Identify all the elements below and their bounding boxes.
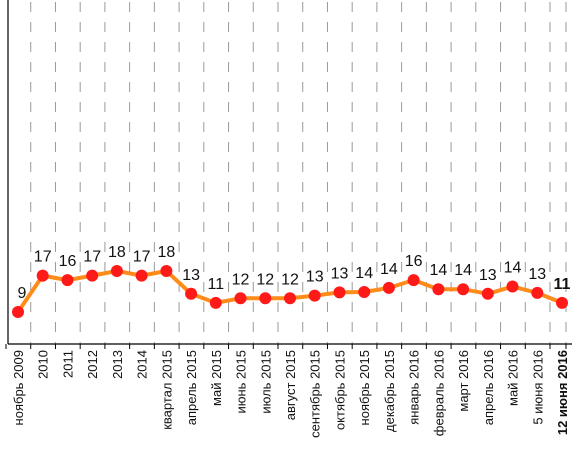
data-point-12: [308, 289, 321, 302]
data-label-2: 16: [59, 253, 77, 270]
grid-lines: [30, 2, 567, 344]
x-tick-label-5: 2014: [135, 350, 150, 379]
data-label-17: 14: [430, 262, 448, 279]
x-tick-label-15: декабрь 2015: [382, 350, 397, 432]
data-label-18: 14: [454, 262, 472, 279]
data-label-13: 13: [331, 265, 349, 282]
x-tick-label-11: август 2015: [283, 350, 298, 420]
data-labels: 9 17 16 17 18 17 18 13 11 12 12 12 13 13 14 14 16 14 14 13 1…: [18, 244, 571, 302]
data-point-11: [284, 292, 296, 305]
data-label-8: 11: [207, 276, 224, 293]
x-tick-label-10: июль 2015: [258, 350, 273, 414]
x-tick-label-20: май 2016: [506, 350, 521, 406]
data-point-19: [481, 287, 494, 300]
data-point-1: [36, 269, 49, 282]
data-point-9: [234, 292, 247, 305]
data-point-22: [556, 296, 568, 309]
data-point-7: [185, 287, 198, 300]
data-label-12: 13: [306, 269, 324, 286]
data-point-2: [61, 274, 74, 287]
x-tick-label-4: 2013: [110, 350, 125, 379]
x-tick-label-19: апрель 2016: [481, 350, 496, 425]
x-tick-label-22: 12 июня 2016: [555, 350, 570, 435]
x-tick-label-6: квартал 2015: [159, 350, 174, 430]
data-point-6: [160, 265, 173, 277]
data-label-9: 12: [232, 271, 250, 288]
data-label-16: 16: [405, 253, 423, 270]
data-label-21: 13: [528, 266, 546, 283]
data-point-5: [135, 269, 148, 282]
data-label-7: 13: [182, 267, 200, 284]
x-tick-label-1: 2010: [36, 350, 51, 379]
data-point-16: [407, 274, 420, 287]
x-axis-labels: ноябрь 2009 2010 2011 2012 2013 2014 квартал 2…: [11, 350, 570, 438]
data-label-5: 17: [133, 249, 151, 266]
x-tick-label-13: октябрь 2015: [332, 350, 347, 430]
data-label-11: 12: [281, 271, 299, 288]
data-label-1: 17: [34, 249, 52, 266]
data-point-18: [457, 283, 470, 296]
x-tick-label-9: июнь 2015: [234, 350, 249, 414]
x-tick-label-7: апрель 2015: [184, 350, 199, 425]
x-tick-label-18: март 2016: [456, 350, 471, 412]
x-tick-label-12: сентябрь 2015: [308, 350, 323, 438]
data-point-15: [382, 281, 395, 294]
data-label-4: 18: [108, 244, 126, 261]
data-point-3: [86, 269, 99, 282]
x-tick-label-17: февраль 2016: [431, 350, 446, 436]
x-tick-label-0: ноябрь 2009: [11, 350, 26, 425]
data-label-10: 12: [256, 271, 274, 288]
x-tick-label-2: 2011: [60, 350, 75, 378]
data-point-4: [110, 265, 123, 277]
x-tick-label-14: ноябрь 2015: [357, 350, 372, 425]
data-label-6: 18: [158, 244, 176, 261]
x-tick-label-21: 5 июня 2016: [530, 350, 545, 425]
data-point-14: [358, 286, 371, 298]
data-markers: [12, 265, 568, 318]
data-point-10: [259, 292, 272, 305]
data-label-22: 11: [554, 276, 571, 293]
data-point-8: [209, 296, 222, 309]
data-label-3: 17: [83, 249, 101, 266]
x-tick-label-8: май 2015: [209, 350, 224, 406]
x-axis-ticks: [5, 344, 567, 349]
data-label-15: 14: [380, 261, 398, 278]
x-tick-label-3: 2012: [85, 350, 100, 379]
data-label-14: 14: [355, 265, 373, 282]
data-point-20: [506, 280, 519, 293]
data-label-19: 13: [479, 267, 497, 284]
x-tick-label-16: январь 2016: [407, 350, 422, 425]
data-point-13: [333, 286, 346, 299]
data-point-17: [432, 283, 445, 296]
data-point-0: [12, 306, 24, 318]
data-point-21: [531, 286, 544, 299]
data-label-20: 14: [504, 260, 522, 277]
data-label-0: 9: [18, 285, 27, 302]
